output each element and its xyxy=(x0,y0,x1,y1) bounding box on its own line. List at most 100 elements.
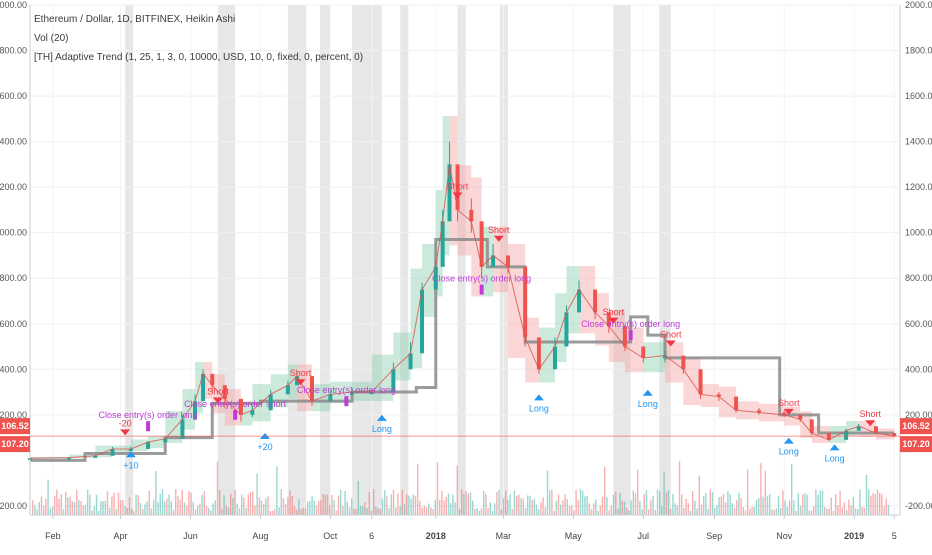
trend-band xyxy=(442,116,450,256)
volume-bar xyxy=(654,509,656,515)
volume-bar xyxy=(247,494,249,515)
volume-bar xyxy=(870,495,872,515)
volume-bar xyxy=(366,508,368,515)
volume-bar xyxy=(742,507,744,515)
trend-band xyxy=(718,386,737,418)
volume-bar xyxy=(60,493,62,515)
price-candle xyxy=(564,312,569,347)
volume-bar xyxy=(881,493,883,515)
y-tick-right: 600.00 xyxy=(905,319,932,329)
volume-bar xyxy=(615,491,617,515)
y-tick-right: 2000.00 xyxy=(905,0,932,10)
volume-bar xyxy=(45,498,47,515)
price-tag-right-current: 106.52 xyxy=(902,421,930,431)
volume-bar xyxy=(80,501,82,515)
short-arrow xyxy=(608,317,619,324)
volume-bar xyxy=(375,506,377,515)
volume-bar xyxy=(817,494,819,515)
volume-bar xyxy=(243,497,245,515)
volume-bar xyxy=(423,505,425,515)
trend-band xyxy=(240,401,253,426)
trend-band xyxy=(203,362,213,399)
trend-band xyxy=(182,389,196,430)
trend-band xyxy=(538,327,555,383)
trend-band xyxy=(371,354,394,401)
volume-bar xyxy=(810,510,813,515)
trend-band xyxy=(579,266,596,334)
short-arrow xyxy=(865,420,876,427)
price-candle xyxy=(552,346,557,370)
y-tick-right: -200.00 xyxy=(905,501,932,511)
volume-bar xyxy=(271,510,274,515)
volume-bar xyxy=(120,500,122,515)
volume-bar xyxy=(777,496,780,515)
volume-bar xyxy=(166,498,168,515)
volume-bar xyxy=(469,492,472,515)
volume-bar xyxy=(212,503,214,515)
volume-bar xyxy=(241,494,243,515)
volume-bar xyxy=(236,503,238,515)
volume-bar xyxy=(549,490,551,515)
trend-band xyxy=(624,327,644,373)
close-marker xyxy=(628,330,633,341)
volume-bar xyxy=(225,504,227,515)
strategy-indicator-label[interactable]: [TH] Adaptive Trend (1, 25, 1, 3, 0, 100… xyxy=(34,52,364,63)
volume-bar xyxy=(322,493,324,515)
x-tick-label: Aug xyxy=(252,531,268,541)
volume-indicator-label[interactable]: Vol (20) xyxy=(34,33,69,44)
volume-bar xyxy=(529,495,531,515)
volume-bar xyxy=(751,506,753,515)
volume-bar xyxy=(608,510,610,515)
volume-bar xyxy=(401,490,403,515)
volume-bar xyxy=(551,489,553,515)
volume-bar xyxy=(164,501,166,515)
volume-bar xyxy=(535,504,538,515)
volume-bar xyxy=(597,510,599,515)
y-tick-right: 1000.00 xyxy=(905,228,932,238)
volume-bar xyxy=(579,489,582,515)
signal-label: Short xyxy=(603,307,625,317)
volume-bar xyxy=(135,494,137,515)
volume-bar xyxy=(676,505,678,515)
volume-bar xyxy=(729,494,731,515)
volume-bar xyxy=(813,506,815,515)
price-candle xyxy=(309,376,314,402)
volume-bar xyxy=(722,493,725,515)
y-tick-left: 400.00 xyxy=(0,364,27,374)
signal-label: Long xyxy=(372,424,392,434)
x-tick-label: Nov xyxy=(776,531,793,541)
volume-bar xyxy=(300,509,302,515)
volume-bar xyxy=(190,492,192,515)
volume-bar xyxy=(452,494,454,515)
volume-bar xyxy=(370,510,373,515)
price-candle xyxy=(698,369,703,395)
symbol-title[interactable]: Ethereum / Dollar, 1D, BITFINEX, Heikin … xyxy=(34,14,236,25)
volume-bar xyxy=(161,489,164,515)
volume-bar xyxy=(531,499,533,515)
short-arrow xyxy=(120,429,131,436)
volume-bar xyxy=(513,490,516,515)
volume-bar xyxy=(854,508,857,515)
volume-bar xyxy=(577,500,579,515)
volume-bar xyxy=(318,500,320,515)
price-series-group xyxy=(28,141,897,461)
close-marker xyxy=(479,284,484,295)
volume-bar xyxy=(667,490,670,515)
volume-bar xyxy=(584,496,586,515)
volume-bar xyxy=(344,491,346,515)
long-arrow xyxy=(829,444,840,451)
volume-bar xyxy=(747,469,749,515)
price-candle xyxy=(641,346,646,358)
price-candle xyxy=(798,414,803,420)
volume-bar xyxy=(388,508,390,515)
volume-bar xyxy=(711,492,714,515)
volume-bar xyxy=(502,498,505,515)
volume-bar xyxy=(137,495,139,515)
volume-bar xyxy=(826,508,828,515)
volume-bar xyxy=(128,497,131,515)
y-tick-left: 1200.00 xyxy=(0,182,27,192)
y-tick-left: 600.00 xyxy=(0,319,27,329)
session-band xyxy=(457,5,466,515)
